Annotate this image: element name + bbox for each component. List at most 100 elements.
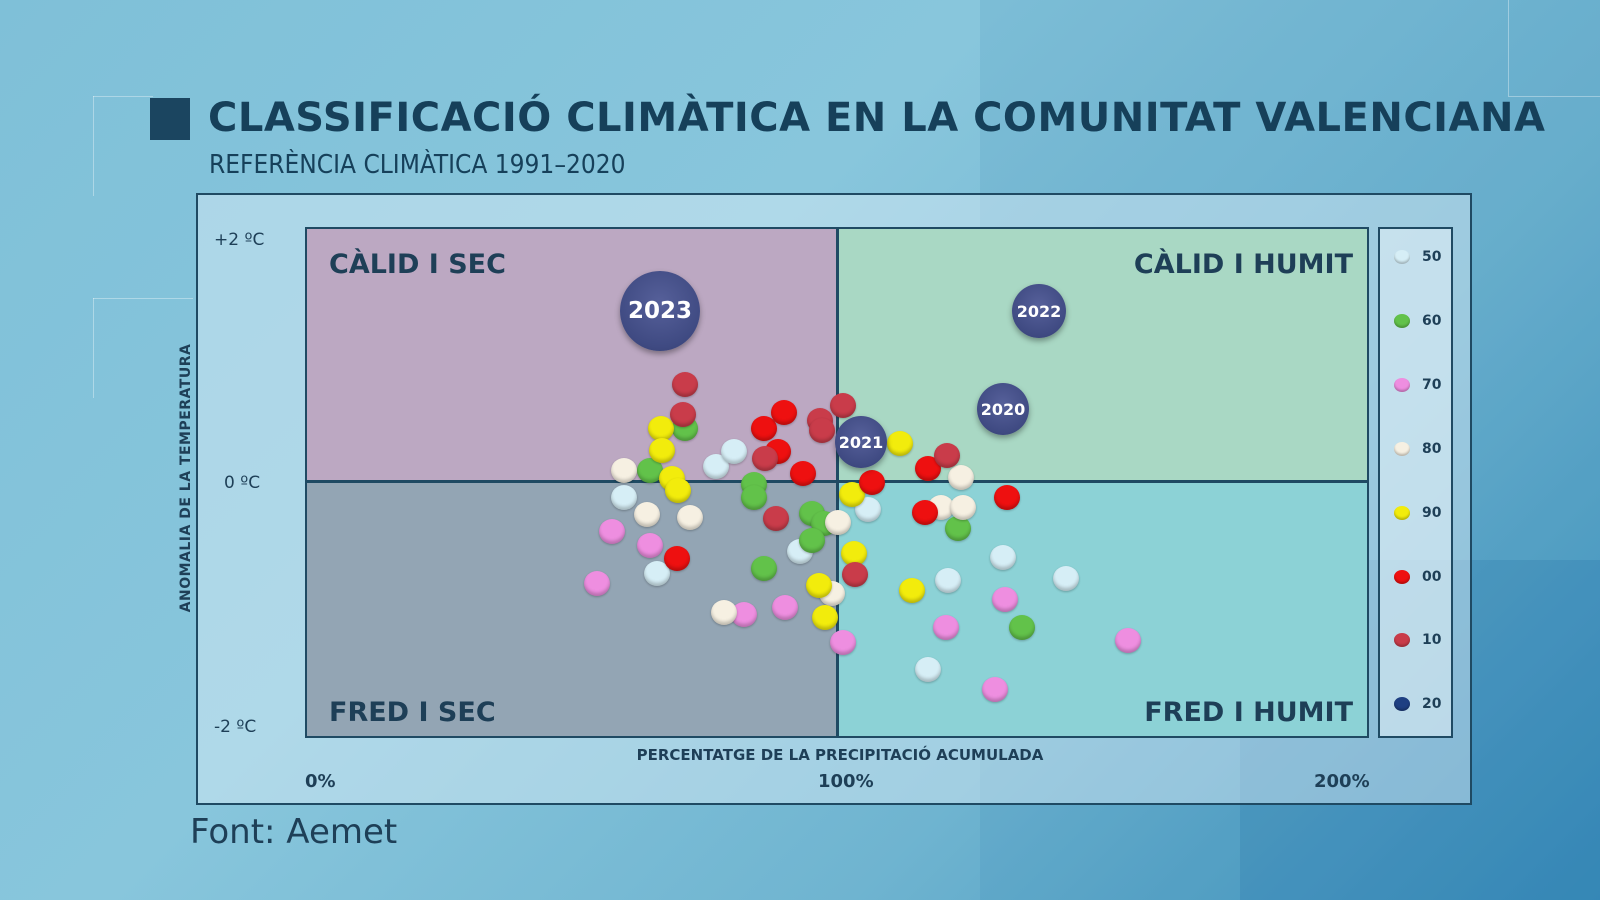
legend-dot-icon	[1394, 633, 1410, 647]
scatter-point	[915, 657, 941, 682]
scatter-point	[842, 562, 868, 587]
background-line	[93, 298, 94, 398]
scatter-point	[634, 502, 660, 527]
legend-dot-icon	[1394, 506, 1410, 520]
year-marker-2020: 2020	[977, 383, 1029, 435]
scatter-point	[799, 528, 825, 553]
scatter-point	[899, 578, 925, 603]
legend-label: 50	[1422, 249, 1442, 265]
scatter-point	[790, 461, 816, 486]
legend-dot-icon	[1394, 570, 1410, 584]
scatter-point	[809, 418, 835, 443]
scatter-point	[751, 556, 777, 581]
legend-label: 60	[1422, 313, 1442, 329]
x-tick-0: 0%	[305, 771, 336, 792]
legend-dot-icon	[1394, 378, 1410, 392]
scatter-point	[584, 571, 610, 596]
scatter-point	[933, 615, 959, 640]
quadrant-label-cold-dry: FRED I SEC	[329, 697, 496, 728]
title-marker	[150, 98, 190, 140]
legend-label: 70	[1422, 377, 1442, 393]
y-tick-top: +2 ºC	[214, 230, 265, 250]
scatter-point	[599, 519, 625, 544]
scatter-point	[992, 587, 1018, 612]
legend-dot-icon	[1394, 697, 1410, 711]
scatter-point	[948, 465, 974, 490]
scatter-point	[830, 630, 856, 655]
scatter-point	[752, 446, 778, 471]
scatter-point	[859, 470, 885, 495]
scatter-point	[677, 505, 703, 530]
legend-dot-icon	[1394, 442, 1410, 456]
legend-label: 00	[1422, 569, 1442, 585]
quadrant-label-cold-wet: FRED I HUMIT	[1144, 697, 1353, 728]
page-title: CLASSIFICACIÓ CLIMÀTICA EN LA COMUNITAT …	[208, 95, 1546, 141]
hundred-percent-line	[836, 229, 839, 736]
background-line	[1508, 96, 1600, 97]
scatter-point	[611, 458, 637, 483]
scatter-point	[990, 545, 1016, 570]
legend-item-60: 60	[1394, 313, 1441, 329]
scatter-point	[812, 605, 838, 630]
scatter-point	[771, 400, 797, 425]
x-tick-200: 200%	[1314, 771, 1370, 792]
scatter-point	[1115, 628, 1141, 653]
scatter-point	[825, 510, 851, 535]
quadrant-label-warm-wet: CÀLID I HUMIT	[1133, 249, 1353, 280]
scatter-point	[672, 372, 698, 397]
scatter-point	[841, 541, 867, 566]
background-line	[93, 96, 153, 97]
scatter-point	[1053, 566, 1079, 591]
x-tick-100: 100%	[818, 771, 874, 792]
scatter-point	[950, 495, 976, 520]
scatter-point	[912, 500, 938, 525]
scatter-point	[649, 438, 675, 463]
legend-label: 20	[1422, 696, 1442, 712]
scatter-point	[763, 506, 789, 531]
legend-label: 80	[1422, 441, 1442, 457]
legend-item-80: 80	[1394, 441, 1441, 457]
scatter-point	[994, 485, 1020, 510]
y-tick-bottom: -2 ºC	[214, 717, 257, 737]
legend-item-70: 70	[1394, 377, 1441, 393]
year-marker-2023: 2023	[620, 271, 700, 351]
scatter-point	[935, 568, 961, 593]
scatter-point	[741, 485, 767, 510]
scatter-point	[982, 677, 1008, 702]
legend-label: 90	[1422, 505, 1442, 521]
legend-item-90: 90	[1394, 505, 1441, 521]
legend-item-20: 20	[1394, 696, 1441, 712]
year-marker-2022: 2022	[1012, 284, 1066, 338]
scatter-point	[637, 533, 663, 558]
background-line	[93, 298, 193, 299]
background-line	[1508, 0, 1509, 96]
source-credit: Font: Aemet	[190, 812, 398, 852]
scatter-point	[665, 478, 691, 503]
scatter-point	[830, 393, 856, 418]
background-line	[93, 96, 94, 196]
plot-area: CÀLID I SEC CÀLID I HUMIT FRED I SEC FRE…	[305, 227, 1369, 738]
scatter-point	[648, 416, 674, 441]
scatter-point	[721, 439, 747, 464]
quadrant-label-warm-dry: CÀLID I SEC	[329, 249, 506, 280]
quadrant-warm-wet	[838, 229, 1367, 482]
scatter-point	[806, 573, 832, 598]
scatter-point	[1009, 615, 1035, 640]
scatter-point	[751, 416, 777, 441]
legend-dot-icon	[1394, 314, 1410, 328]
legend-item-50: 50	[1394, 249, 1441, 265]
legend-item-00: 00	[1394, 569, 1441, 585]
y-tick-zero: 0 ºC	[224, 473, 261, 493]
scatter-point	[945, 516, 971, 541]
scatter-point	[670, 402, 696, 427]
year-marker-2021: 2021	[835, 416, 887, 468]
scatter-point	[664, 546, 690, 571]
legend-item-10: 10	[1394, 632, 1441, 648]
y-axis-label: ANOMALIA DE LA TEMPERATURA	[178, 343, 194, 613]
quadrant-warm-dry	[307, 229, 838, 482]
scatter-point	[772, 595, 798, 620]
scatter-point	[887, 431, 913, 456]
legend: 50 60 70 80 90 00 10 20	[1378, 227, 1453, 738]
x-axis-label: PERCENTATGE DE LA PRECIPITACIÓ ACUMULADA	[636, 746, 1044, 764]
legend-dot-icon	[1394, 250, 1410, 264]
